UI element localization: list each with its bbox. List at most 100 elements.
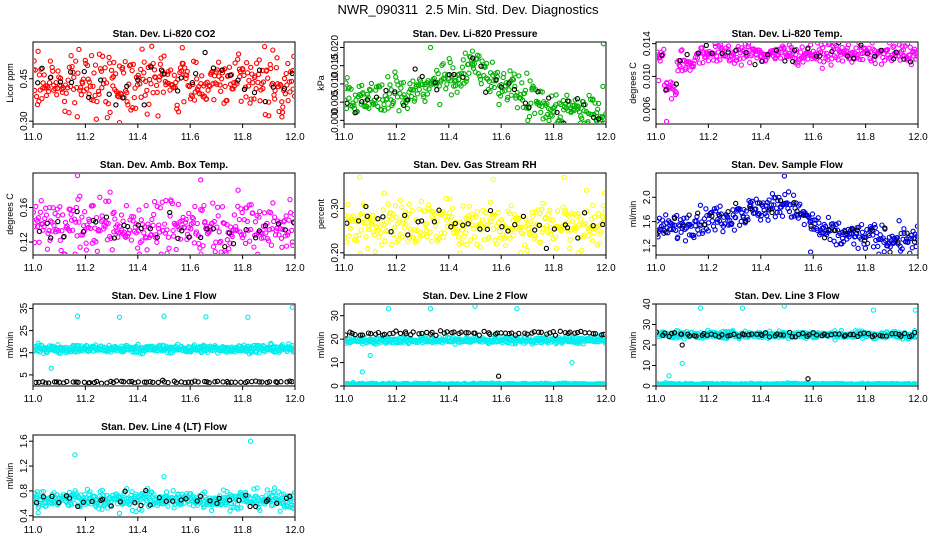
data-point bbox=[131, 94, 137, 101]
data-point bbox=[675, 68, 681, 74]
data-point bbox=[758, 212, 764, 219]
data-point bbox=[709, 218, 716, 224]
data-point bbox=[889, 331, 895, 337]
data-point bbox=[678, 229, 684, 235]
data-point bbox=[862, 237, 868, 244]
data-point bbox=[346, 95, 352, 101]
data-point bbox=[34, 494, 39, 500]
data-point bbox=[182, 380, 188, 385]
data-point bbox=[268, 242, 275, 248]
data-point bbox=[657, 77, 662, 84]
data-point bbox=[731, 227, 738, 233]
data-point bbox=[179, 228, 185, 234]
data-point bbox=[695, 227, 701, 233]
data-point bbox=[800, 330, 806, 336]
data-point bbox=[554, 109, 560, 116]
y-axis-label: ml/min bbox=[5, 332, 15, 359]
data-point bbox=[703, 43, 709, 49]
data-point bbox=[359, 369, 365, 375]
data-point bbox=[133, 105, 139, 111]
data-point bbox=[74, 114, 80, 120]
data-point bbox=[602, 209, 605, 215]
data-point bbox=[532, 110, 538, 117]
data-point bbox=[552, 234, 559, 240]
data-point bbox=[85, 500, 91, 506]
data-point bbox=[243, 227, 249, 233]
data-point bbox=[289, 70, 294, 77]
data-point bbox=[279, 99, 285, 105]
data-point bbox=[551, 226, 558, 232]
data-point bbox=[356, 232, 362, 238]
data-point bbox=[789, 334, 795, 340]
data-point bbox=[90, 202, 96, 209]
data-point bbox=[603, 111, 605, 117]
data-point bbox=[157, 61, 164, 67]
data-point bbox=[132, 85, 138, 91]
data-point bbox=[526, 104, 532, 110]
data-point bbox=[355, 218, 362, 224]
data-point bbox=[109, 247, 115, 253]
data-point bbox=[392, 69, 398, 75]
data-point bbox=[843, 48, 850, 54]
x-tick-label: 11.6 bbox=[804, 132, 823, 143]
data-point bbox=[590, 114, 597, 121]
data-point bbox=[345, 97, 348, 103]
data-point bbox=[661, 46, 667, 53]
data-point bbox=[437, 101, 443, 108]
data-point bbox=[438, 230, 444, 236]
data-point bbox=[352, 331, 358, 338]
data-point bbox=[345, 212, 348, 219]
data-point bbox=[66, 110, 72, 116]
data-point bbox=[158, 67, 165, 73]
data-point bbox=[870, 307, 877, 313]
data-point bbox=[406, 201, 412, 207]
data-point bbox=[388, 229, 394, 235]
data-point bbox=[390, 98, 397, 105]
data-point bbox=[696, 60, 703, 66]
data-point bbox=[510, 77, 517, 83]
data-point bbox=[581, 220, 587, 227]
data-point bbox=[147, 379, 153, 385]
panel-title: Stan. Dev. Li-820 CO2 bbox=[113, 29, 216, 40]
data-point bbox=[215, 213, 221, 219]
data-point bbox=[400, 216, 406, 223]
panel-title: Stan. Dev. Line 4 (LT) Flow bbox=[101, 422, 227, 433]
data-point bbox=[144, 87, 150, 94]
data-point bbox=[515, 220, 521, 226]
data-point bbox=[786, 329, 793, 336]
data-point bbox=[470, 55, 476, 61]
data-point bbox=[39, 65, 45, 71]
data-point bbox=[506, 330, 512, 337]
data-point bbox=[81, 228, 87, 234]
data-point bbox=[393, 214, 399, 221]
data-point bbox=[691, 234, 697, 241]
data-point bbox=[385, 105, 391, 111]
data-point bbox=[284, 379, 290, 385]
data-point bbox=[352, 110, 358, 116]
data-point bbox=[99, 487, 105, 493]
data-point bbox=[392, 203, 399, 209]
data-point bbox=[869, 43, 875, 46]
data-point bbox=[240, 235, 246, 241]
data-point bbox=[414, 91, 421, 97]
data-point bbox=[284, 232, 291, 238]
data-point bbox=[47, 58, 54, 64]
data-point bbox=[219, 204, 226, 210]
data-point bbox=[387, 331, 393, 337]
data-point bbox=[583, 220, 589, 227]
data-point bbox=[501, 70, 507, 77]
data-point bbox=[427, 229, 433, 235]
data-point bbox=[564, 225, 571, 231]
data-point bbox=[73, 379, 79, 385]
data-point bbox=[281, 86, 288, 92]
data-point bbox=[771, 202, 777, 208]
data-point bbox=[801, 221, 807, 228]
data-point bbox=[115, 230, 122, 236]
data-point bbox=[871, 221, 878, 228]
data-point bbox=[822, 223, 829, 230]
x-tick-label: 11.0 bbox=[647, 132, 666, 143]
data-point bbox=[538, 239, 544, 245]
data-point bbox=[864, 51, 871, 57]
